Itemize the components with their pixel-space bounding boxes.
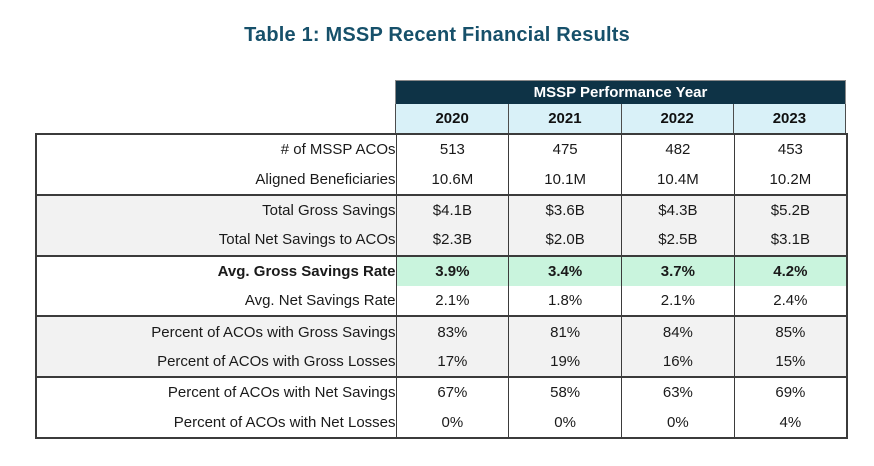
cell-2023: 85% [733,315,847,347]
table-row: Avg. Net Savings Rate 2.1% 1.8% 2.1% 2.4… [36,285,847,317]
cell-2022: 2.1% [621,285,735,317]
cell-2021: 58% [508,376,622,408]
table-row: Percent of ACOs with Gross Losses 17% 19… [36,346,847,378]
cell-2023: $3.1B [733,225,847,256]
row-label: Percent of ACOs with Net Losses [36,407,396,438]
cell-2022: 482 [621,134,735,165]
row-label: Total Net Savings to ACOs [36,225,396,256]
cell-2020: $2.3B [395,225,509,256]
cell-2023: $5.2B [733,193,847,226]
row-label: # of MSSP ACOs [36,134,396,165]
performance-year-banner: MSSP Performance Year [395,80,846,104]
cell-2020: 67% [395,376,509,408]
cell-2020: 83% [395,315,509,347]
cell-2023: 10.2M [733,164,847,195]
cell-2021: 3.4% [508,254,622,286]
table-row: Total Gross Savings $4.1B $3.6B $4.3B $5… [36,193,847,226]
cell-2020: 10.6M [395,164,509,195]
row-label: Total Gross Savings [36,193,396,226]
cell-2021: 1.8% [508,285,622,317]
cell-2020: 2.1% [395,285,509,317]
row-label: Aligned Beneficiaries [36,164,396,195]
cell-2020: $4.1B [395,193,509,226]
cell-2021: 19% [508,346,622,378]
table-row: # of MSSP ACOs 513 475 482 453 [36,134,847,165]
cell-2021: 0% [508,407,622,438]
cell-2021: 475 [508,134,622,165]
table-title: Table 1: MSSP Recent Financial Results [244,24,630,46]
year-header-row: 2020 2021 2022 2023 [395,104,846,133]
cell-2021: 81% [508,315,622,347]
table-row: Total Net Savings to ACOs $2.3B $2.0B $2… [36,225,847,256]
cell-2023: 2.4% [733,285,847,317]
table-header-block: MSSP Performance Year 2020 2021 2022 202… [395,80,846,133]
row-label: Percent of ACOs with Gross Losses [36,346,396,378]
year-header-2020: 2020 [435,110,469,127]
cell-2022: 10.4M [621,164,735,195]
year-header-2021: 2021 [508,104,620,133]
row-label: Percent of ACOs with Gross Savings [36,315,396,347]
year-header-2023: 2023 [732,104,845,133]
cell-2021: 10.1M [508,164,622,195]
cell-2023: 4% [733,407,847,438]
cell-2020: 17% [395,346,509,378]
row-label: Avg. Gross Savings Rate [36,254,396,286]
cell-2023: 15% [733,346,847,378]
cell-2023: 4.2% [733,254,847,286]
cell-2022: 84% [621,315,735,347]
cell-2022: 63% [621,376,735,408]
cell-2021: $2.0B [508,225,622,256]
row-label: Avg. Net Savings Rate [36,285,396,317]
cell-2022: $2.5B [621,225,735,256]
cell-2023: 453 [733,134,847,165]
cell-2020: 513 [395,134,509,165]
cell-2020: 0% [395,407,509,438]
row-label: Percent of ACOs with Net Savings [36,376,396,408]
cell-2020: 3.9% [395,254,509,286]
cell-2022: 0% [621,407,735,438]
cell-2022: 3.7% [621,254,735,286]
cell-2022: 16% [621,346,735,378]
table-row: Percent of ACOs with Gross Savings 83% 8… [36,315,847,347]
table-row-highlighted: Avg. Gross Savings Rate 3.9% 3.4% 3.7% 4… [36,254,847,286]
cell-2021: $3.6B [508,193,622,226]
table-row: Aligned Beneficiaries 10.6M 10.1M 10.4M … [36,164,847,195]
cell-2023: 69% [733,376,847,408]
table-row: Percent of ACOs with Net Savings 67% 58%… [36,376,847,408]
table-row: Percent of ACOs with Net Losses 0% 0% 0%… [36,407,847,438]
results-table: # of MSSP ACOs 513 475 482 453 Aligned B… [35,133,848,439]
year-header-2022: 2022 [620,104,733,133]
cell-2022: $4.3B [621,193,735,226]
